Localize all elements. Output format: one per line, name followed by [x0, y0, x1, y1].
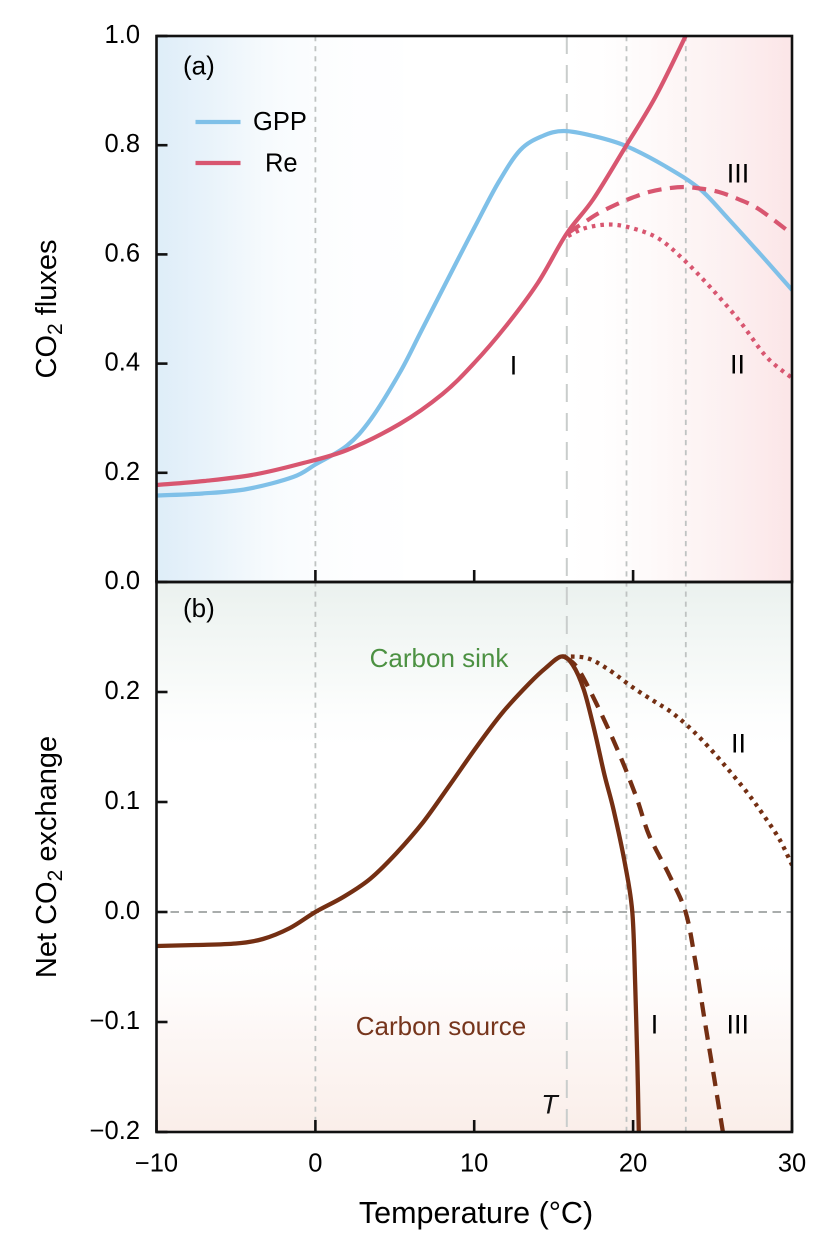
- svg-text:0.8: 0.8: [105, 130, 140, 158]
- svg-text:−0.2: −0.2: [90, 1117, 140, 1145]
- svg-text:CO2 fluxes: CO2 fluxes: [31, 239, 67, 378]
- svg-text:Re: Re: [265, 150, 298, 178]
- svg-text:I: I: [510, 351, 518, 381]
- svg-text:II: II: [730, 350, 745, 380]
- svg-text:III: III: [727, 159, 750, 189]
- svg-text:GPP: GPP: [253, 108, 307, 136]
- svg-text:I: I: [651, 1010, 659, 1040]
- svg-text:Temperature (°C): Temperature (°C): [359, 1196, 593, 1230]
- svg-text:0.0: 0.0: [105, 897, 140, 925]
- svg-text:Carbon sink: Carbon sink: [370, 643, 510, 673]
- svg-text:0.0: 0.0: [105, 567, 140, 595]
- svg-text:0.6: 0.6: [105, 239, 140, 267]
- svg-text:0: 0: [308, 1150, 322, 1178]
- svg-text:Carbon source: Carbon source: [356, 1011, 527, 1041]
- svg-text:20: 20: [619, 1150, 647, 1178]
- svg-text:−10: −10: [135, 1150, 178, 1178]
- svg-text:0.2: 0.2: [105, 458, 140, 486]
- svg-text:(b): (b): [183, 593, 215, 623]
- svg-text:II: II: [731, 729, 746, 759]
- svg-text:III: III: [727, 1010, 750, 1040]
- svg-text:30: 30: [778, 1150, 806, 1178]
- svg-text:0.2: 0.2: [105, 677, 140, 705]
- svg-text:Net CO2 exchange: Net CO2 exchange: [31, 736, 67, 978]
- svg-text:0.1: 0.1: [105, 787, 140, 815]
- svg-text:10: 10: [460, 1150, 488, 1178]
- svg-text:(a): (a): [183, 51, 215, 81]
- svg-text:1.0: 1.0: [105, 21, 140, 49]
- svg-text:T: T: [541, 1090, 560, 1120]
- svg-text:−0.1: −0.1: [90, 1007, 140, 1035]
- svg-text:0.4: 0.4: [105, 349, 140, 377]
